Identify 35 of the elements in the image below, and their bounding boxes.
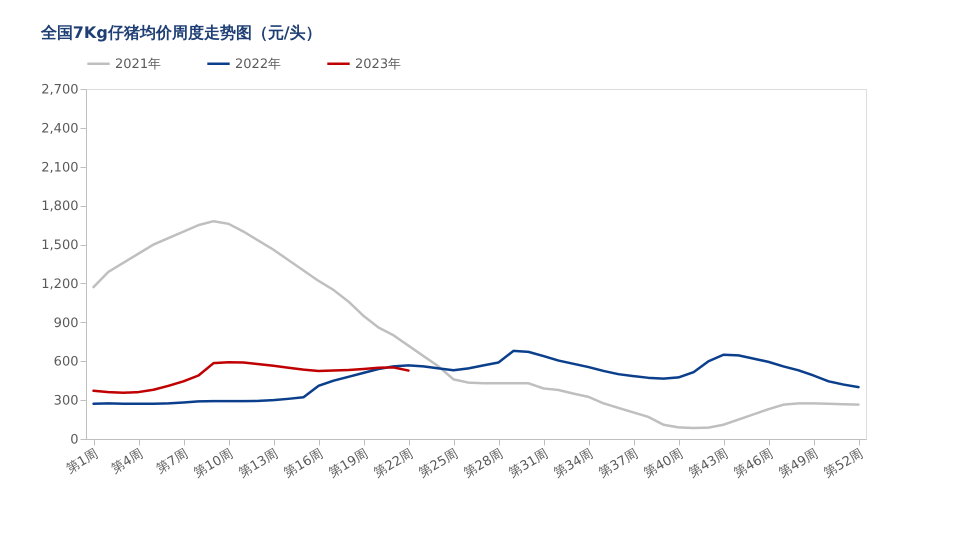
y-tick-label: 1,800 <box>41 199 78 214</box>
x-tick-label: 第22周 <box>372 446 416 481</box>
x-tick-label: 第19周 <box>326 446 371 481</box>
x-tick-label: 第13周 <box>236 446 281 481</box>
x-tick-label: 第25周 <box>416 446 461 481</box>
y-tick-label: 600 <box>54 354 78 370</box>
y-tick-label: 0 <box>70 432 78 448</box>
y-tick-label: 2,400 <box>41 121 78 136</box>
x-tick-label: 第49周 <box>776 446 821 481</box>
x-tick-label: 第4周 <box>108 446 146 477</box>
x-tick-label: 第1周 <box>64 446 101 477</box>
y-tick-label: 1,200 <box>41 276 78 292</box>
x-tick-label: 第52周 <box>822 446 866 481</box>
line-series <box>92 361 410 394</box>
y-tick-label: 900 <box>54 316 78 331</box>
x-tick-label: 第7周 <box>154 446 191 477</box>
x-tick-label: 第28周 <box>462 446 506 481</box>
legend-label: 2021年 <box>115 56 162 72</box>
legend-label: 2022年 <box>235 56 282 72</box>
y-tick-label: 300 <box>54 394 78 409</box>
y-tick-label: 2,700 <box>41 82 78 98</box>
x-tick-label: 第31周 <box>506 446 551 481</box>
x-tick-label: 第10周 <box>192 446 236 481</box>
chart-title: 全国7Kg仔猪均价周度走势图（元/头） <box>40 23 322 42</box>
x-tick-label: 第43周 <box>686 446 731 481</box>
x-tick-label: 第37周 <box>596 446 641 481</box>
y-tick-label: 2,100 <box>41 160 78 176</box>
x-tick-label: 第46周 <box>732 446 776 481</box>
x-tick-label: 第34周 <box>552 446 596 481</box>
line-series <box>92 350 860 405</box>
x-tick-label: 第16周 <box>282 446 326 481</box>
x-tick-label: 第40周 <box>642 446 686 481</box>
y-tick-label: 1,500 <box>41 238 78 254</box>
legend-label: 2023年 <box>355 56 402 72</box>
line-series <box>92 220 860 430</box>
